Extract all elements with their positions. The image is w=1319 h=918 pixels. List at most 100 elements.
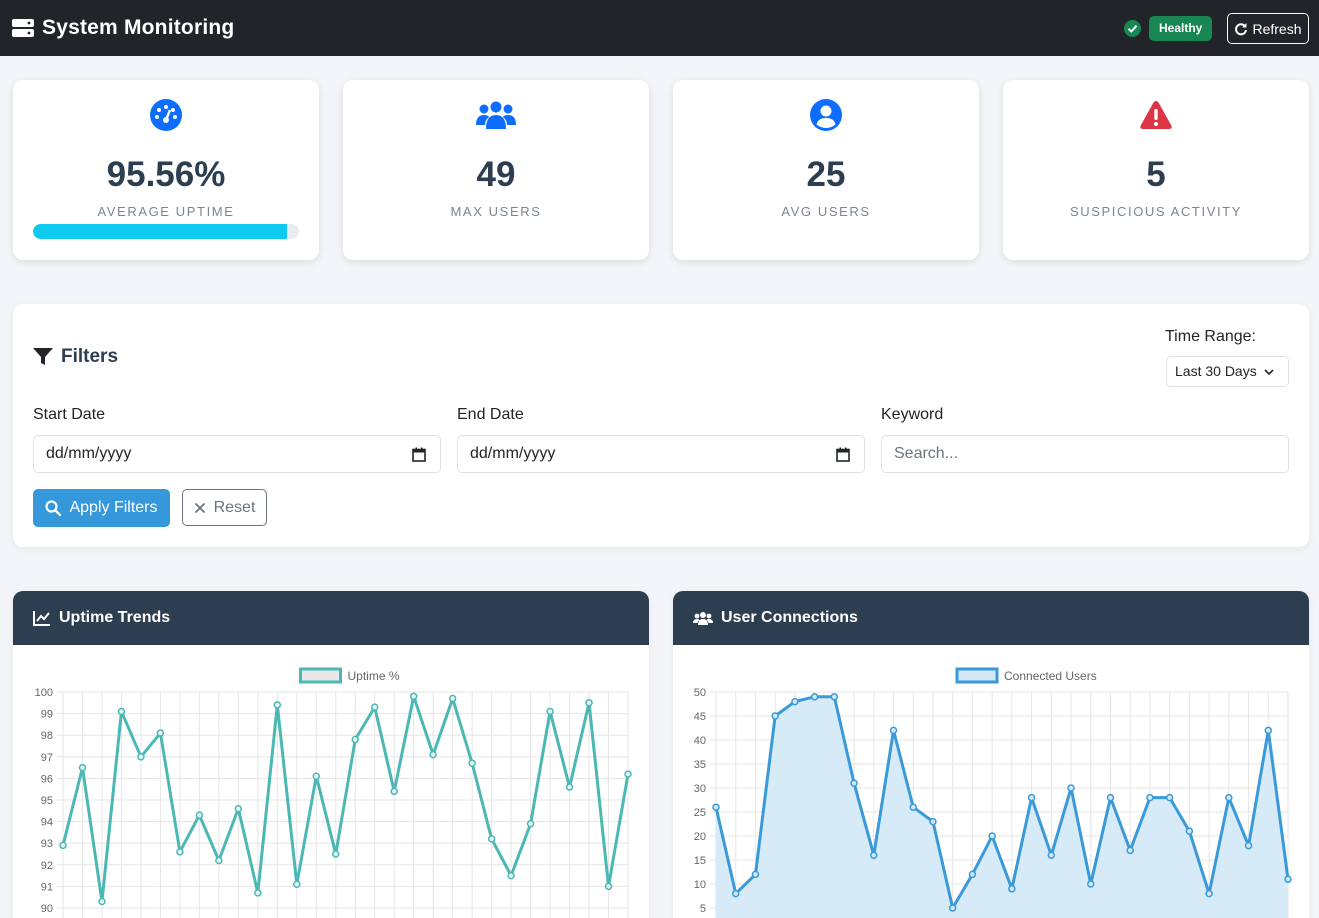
data-point xyxy=(731,889,740,898)
y-tick-label: 95 xyxy=(41,795,53,807)
data-point xyxy=(850,779,858,787)
data-point xyxy=(624,770,632,778)
stat-card-average-uptime: 95.56% AVERAGE UPTIME xyxy=(13,80,319,260)
data-point xyxy=(1047,851,1056,859)
users-icon xyxy=(476,101,516,129)
legend-swatch xyxy=(299,667,342,684)
apply-filters-button[interactable]: Apply Filters xyxy=(33,489,170,527)
y-tick-label: 97 xyxy=(41,752,53,764)
data-point xyxy=(771,712,779,720)
y-tick-label: 91 xyxy=(41,881,53,893)
y-tick-label: 20 xyxy=(694,831,706,843)
legend-label: Uptime % xyxy=(348,669,400,683)
end-date-value: dd/mm/yyyy xyxy=(470,445,556,462)
data-point xyxy=(988,832,996,840)
reset-button[interactable]: Reset xyxy=(182,489,267,526)
y-tick-label: 30 xyxy=(694,783,706,795)
data-point xyxy=(390,787,398,796)
start-date-input[interactable]: dd/mm/yyyy xyxy=(33,435,441,473)
close-icon xyxy=(194,502,205,513)
refresh-label: Refresh xyxy=(1252,20,1302,37)
data-point xyxy=(1185,827,1194,835)
data-point xyxy=(751,870,760,879)
stat-card-avg-users: 25 AVG USERS xyxy=(673,80,979,260)
user-connections-title: User Connections xyxy=(721,609,858,626)
stat-label: AVERAGE UPTIME xyxy=(97,204,235,219)
uptime-trends-title: Uptime Trends xyxy=(59,609,171,626)
start-date-label: Start Date xyxy=(33,406,106,423)
data-point xyxy=(448,694,457,703)
keyword-input[interactable]: Search... xyxy=(881,435,1289,473)
apply-filters-label: Apply Filters xyxy=(69,499,158,516)
start-date-value: dd/mm/yyyy xyxy=(46,445,132,462)
chevron-down-icon xyxy=(1264,369,1274,376)
data-point xyxy=(870,851,878,859)
data-point xyxy=(830,693,839,701)
filters-heading: Filters xyxy=(33,346,118,368)
y-tick-label: 5 xyxy=(700,903,706,915)
keyword-placeholder: Search... xyxy=(894,445,959,462)
data-point xyxy=(59,841,67,850)
time-range-select[interactable]: Last 30 Days xyxy=(1166,356,1289,387)
stat-value: 49 xyxy=(476,155,516,194)
data-point xyxy=(712,803,720,811)
status-badge: Healthy xyxy=(1149,16,1213,41)
warning-triangle-icon xyxy=(1140,101,1172,129)
data-point xyxy=(585,699,593,707)
data-point xyxy=(234,804,243,813)
time-range-value: Last 30 Days xyxy=(1175,363,1257,379)
y-tick-label: 45 xyxy=(694,711,706,723)
data-point xyxy=(546,707,554,716)
data-point xyxy=(273,701,282,709)
user-connections-panel: User Connections 50 45 40 35 30 25 20 15 10 5 Conn… xyxy=(673,591,1309,918)
user-connections-header: User Connections xyxy=(673,591,1309,645)
y-tick-label: 92 xyxy=(41,860,53,872)
data-point xyxy=(1067,784,1075,792)
data-point xyxy=(948,904,957,912)
data-point xyxy=(1008,885,1016,893)
y-tick-label: 25 xyxy=(694,807,706,819)
data-point xyxy=(370,703,379,711)
data-point xyxy=(215,856,223,865)
legend-label: Connected Users xyxy=(1004,669,1097,683)
data-point xyxy=(929,817,937,826)
uptime-progress-fill xyxy=(33,224,288,239)
stat-label: AVG USERS xyxy=(781,204,871,219)
data-point xyxy=(1027,793,1036,802)
data-point xyxy=(409,692,418,701)
calendar-icon[interactable] xyxy=(412,447,426,462)
stat-card-suspicious-activity: 5 SUSPICIOUS ACTIVITY xyxy=(1003,80,1309,260)
data-point xyxy=(351,735,359,744)
data-point xyxy=(968,870,977,879)
users-icon xyxy=(693,611,713,625)
refresh-button[interactable]: Refresh xyxy=(1227,13,1309,44)
data-point xyxy=(1225,793,1233,802)
time-range-label: Time Range: xyxy=(1165,328,1256,345)
data-point xyxy=(909,803,917,811)
data-point xyxy=(332,850,340,858)
data-point xyxy=(195,811,204,819)
data-point xyxy=(78,763,87,772)
app-title: System Monitoring xyxy=(42,16,235,39)
stat-value: 95.56% xyxy=(106,155,226,194)
calendar-icon[interactable] xyxy=(836,447,850,462)
data-point xyxy=(429,750,437,759)
search-icon xyxy=(45,500,62,516)
data-point xyxy=(137,753,145,761)
data-point xyxy=(791,697,799,706)
top-navbar: System Monitoring Healthy Refresh xyxy=(0,0,1319,56)
uptime-trends-panel: Uptime Trends 100 99 98 97 96 95 94 93 92 91 90 Upt… xyxy=(13,591,649,918)
end-date-input[interactable]: dd/mm/yyyy xyxy=(457,435,865,473)
y-tick-label: 94 xyxy=(41,817,53,829)
y-tick-label: 100 xyxy=(35,687,53,699)
data-point xyxy=(312,772,321,780)
data-point xyxy=(293,880,301,888)
end-date-label: End Date xyxy=(457,406,524,423)
data-point xyxy=(1264,726,1273,735)
y-tick-label: 15 xyxy=(694,855,706,867)
stat-value: 25 xyxy=(806,155,846,194)
y-tick-label: 40 xyxy=(694,735,706,747)
stat-label: MAX USERS xyxy=(450,204,542,219)
y-tick-label: 10 xyxy=(694,879,706,891)
keyword-label: Keyword xyxy=(881,406,944,423)
